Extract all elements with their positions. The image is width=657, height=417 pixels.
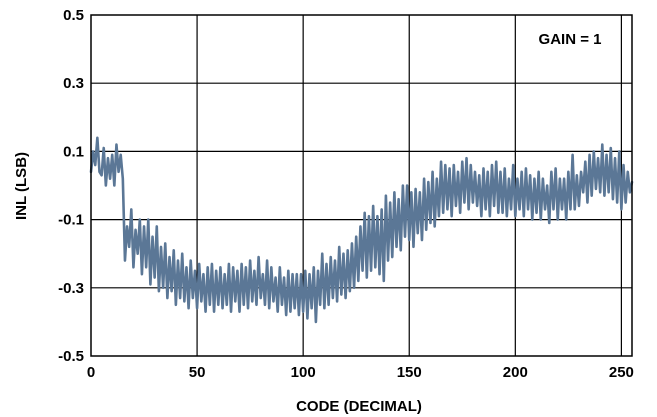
x-axis-label: CODE (DECIMAL) [296,398,422,415]
y-tick-label: -0.1 [58,212,84,229]
x-tick-label: 0 [87,364,95,381]
y-tick-label: 0.1 [63,143,84,160]
gain-annotation: GAIN = 1 [539,31,602,48]
y-tick-label: 0.3 [63,75,84,92]
x-tick-label: 200 [503,364,528,381]
x-tick-label: 50 [189,364,206,381]
x-tick-label: 100 [291,364,316,381]
x-tick-label: 150 [397,364,422,381]
y-tick-label: -0.5 [58,348,84,365]
inl-series-line [89,136,634,324]
plot-frame [90,14,633,357]
y-tick-label: -0.3 [58,280,84,297]
y-tick-label: 0.5 [63,7,84,24]
y-axis-label: INL (LSB) [13,152,30,220]
x-tick-label: 250 [609,364,634,381]
tick-labels: 0 50 100 150 200 250 -0.5 -0.3 -0.1 0.1 0.3 0.5 [58,7,634,381]
